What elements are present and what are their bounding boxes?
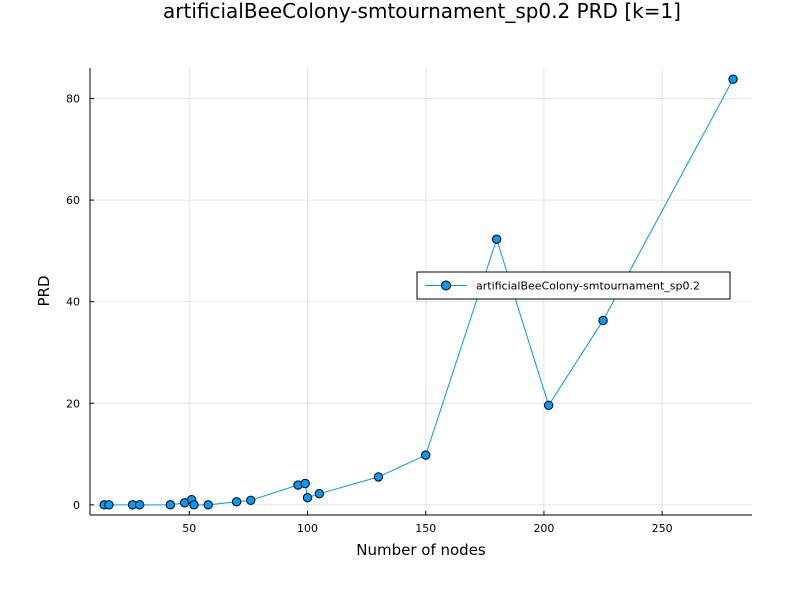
y-tick-label: 20	[66, 397, 80, 410]
data-point	[189, 500, 199, 510]
y-axis-title: PRD	[35, 275, 53, 306]
x-axis-title: Number of nodes	[356, 541, 486, 559]
y-tick-label: 80	[66, 92, 80, 105]
data-point	[300, 478, 310, 489]
data-point	[728, 74, 738, 84]
y-tick-label: 40	[66, 296, 80, 309]
chart-title: artificialBeeColony-smtournament_sp0.2 P…	[163, 0, 681, 23]
data-point	[421, 450, 431, 460]
data-point	[543, 400, 554, 410]
data-point	[134, 500, 145, 510]
data-point	[165, 500, 176, 510]
legend-label: artificialBeeColony-smtournament_sp0.2	[476, 280, 700, 293]
y-tick-label: 0	[73, 499, 80, 512]
x-tick-label: 150	[415, 522, 436, 535]
x-ticks: 50 100 150 200 250	[182, 511, 673, 535]
data-point	[598, 315, 608, 326]
legend-marker	[441, 280, 451, 291]
x-tick-label: 200	[533, 522, 554, 535]
data-point	[314, 488, 325, 499]
y-tick-label: 60	[66, 194, 80, 207]
x-tick-label: 250	[652, 522, 673, 535]
axes	[89, 68, 752, 516]
data-point	[491, 234, 502, 244]
legend: artificialBeeColony-smtournament_sp0.2	[416, 271, 731, 300]
y-ticks: 0 20 40 60 80	[66, 92, 94, 512]
legend-box	[416, 271, 731, 300]
data-point	[104, 500, 114, 510]
data-point	[302, 493, 313, 503]
x-tick-label: 50	[182, 522, 196, 535]
x-tick-label: 100	[297, 522, 318, 535]
data-point	[373, 472, 384, 482]
plot-area	[99, 74, 738, 510]
data-point	[246, 495, 256, 505]
data-point	[231, 497, 242, 507]
data-point	[203, 500, 213, 510]
